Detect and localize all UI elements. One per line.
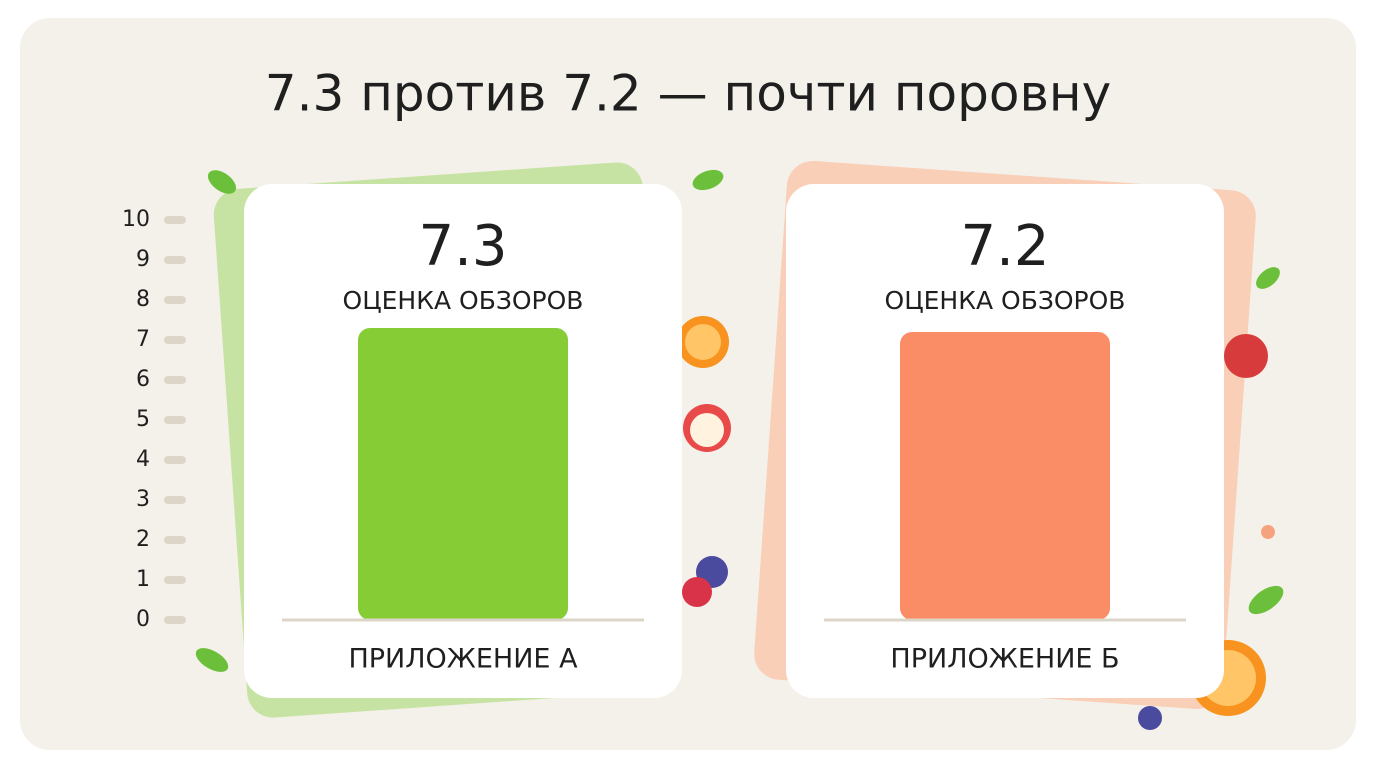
y-tick-label: 9	[136, 247, 150, 272]
decor-strawberry	[1224, 334, 1268, 378]
decor-apple	[690, 413, 724, 447]
y-tick-label: 0	[136, 607, 150, 632]
value-caption: ОЦЕНКА ОБЗОРОВ	[343, 286, 584, 315]
y-tick-label: 6	[136, 367, 150, 392]
y-tick-label: 8	[136, 287, 150, 312]
y-tick-label: 5	[136, 407, 150, 432]
value-label: 7.3	[418, 214, 507, 279]
bar	[900, 332, 1110, 620]
tick-mark	[164, 576, 186, 584]
decor-berry	[682, 577, 712, 607]
value-caption: ОЦЕНКА ОБЗОРОВ	[885, 286, 1126, 315]
y-tick-label: 4	[136, 447, 150, 472]
decor-leaf	[195, 648, 229, 672]
x-tick-label: ПРИЛОЖЕНИЕ Б	[890, 644, 1119, 675]
bar	[358, 328, 568, 620]
tick-mark	[164, 256, 186, 264]
decor-berry	[1138, 706, 1162, 730]
decor-leaf	[207, 170, 237, 194]
value-label: 7.2	[960, 214, 1049, 279]
decor-orange	[685, 324, 721, 360]
tick-mark	[164, 336, 186, 344]
tick-mark	[164, 536, 186, 544]
y-tick-label: 7	[136, 327, 150, 352]
tick-mark	[164, 216, 186, 224]
decor-leaf	[692, 169, 724, 191]
tick-mark	[164, 376, 186, 384]
y-tick-label: 3	[136, 487, 150, 512]
tick-mark	[164, 416, 186, 424]
tick-mark	[164, 456, 186, 464]
decor-leaf	[1248, 585, 1284, 615]
tick-mark	[164, 296, 186, 304]
tick-mark	[164, 496, 186, 504]
chart-title: 7.3 против 7.2 — почти поровну	[265, 65, 1111, 123]
tick-mark	[164, 616, 186, 624]
decor-leaf	[1256, 267, 1280, 289]
x-tick-label: ПРИЛОЖЕНИЕ А	[348, 644, 578, 675]
y-tick-label: 2	[136, 527, 150, 552]
decor-dot	[1261, 525, 1275, 539]
y-tick-label: 1	[136, 567, 150, 592]
y-tick-label: 10	[122, 207, 150, 232]
